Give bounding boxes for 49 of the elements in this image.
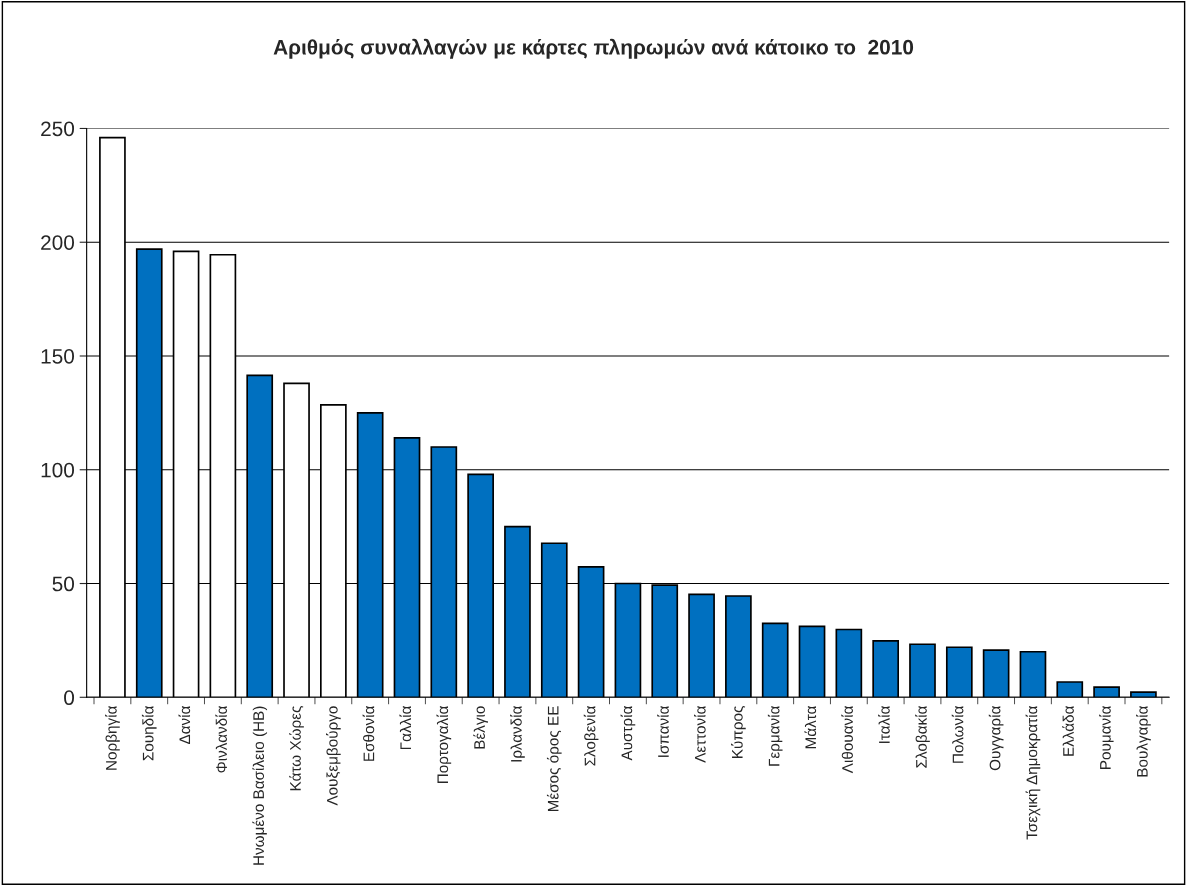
x-tick-label: Πορτογαλία [436, 706, 452, 784]
bar [835, 628, 863, 698]
x-tick-label: Βέλγιο [473, 706, 488, 749]
x-tick-label: Ισπανία [657, 706, 669, 757]
x-tick-label: Μέσος όρος ΕΕ [546, 706, 562, 812]
x-tick-label: Κάτω Χώρες [289, 706, 304, 791]
y-tick-label: 150 [41, 349, 75, 364]
x-tick-label: Σουηδία [141, 706, 157, 761]
x-tick-label: Λουξεμβούργο [326, 706, 341, 806]
bar [1056, 681, 1084, 698]
bar [1093, 686, 1120, 698]
x-tick-label: Ηνωμένο Βασίλειο (ΗΒ) [252, 706, 268, 865]
bar [1130, 691, 1157, 698]
x-tick-label: Φινλανδία [215, 706, 227, 773]
y-tick-label: 250 [41, 121, 75, 137]
x-tick-label: Εσθονία [362, 706, 375, 761]
x-tick-label: Λιθουανία [841, 706, 853, 774]
bar [982, 649, 1010, 698]
x-tick-label: Δανία [178, 706, 191, 745]
bar [725, 595, 752, 698]
y-tick-label: 50 [52, 576, 75, 592]
y-tick-label: 200 [41, 235, 75, 250]
x-tick-label: Βουλγαρία [1136, 706, 1151, 777]
x-tick-label: Σλοβακία [915, 706, 930, 768]
x-tick-label: Γερμανία [767, 706, 783, 766]
x-tick-label: Πολωνία [951, 706, 964, 763]
bar [872, 640, 900, 698]
x-tick-label: Ουγγαρία [988, 706, 1004, 771]
x-tick-label: Μάλτα [804, 706, 817, 749]
bar [945, 646, 973, 698]
y-tick-label: 0 [64, 690, 75, 706]
x-tick-label: Τσεχική Δημοκρατία [1025, 706, 1041, 840]
x-tick-label: Ρουμανία [1099, 706, 1114, 769]
bar [688, 593, 715, 698]
x-tick-label: Αυστρία [620, 706, 636, 761]
chart-title: Αριθμός συναλλαγών με κάρτες πληρωμών ανά κάτοικο το 2010 [273, 38, 914, 59]
x-tick-label: Ιταλία [878, 706, 890, 743]
x-tick-label: Σλοβενία [583, 706, 599, 766]
x-tick-label: Λεττονία [694, 706, 706, 763]
bar [1019, 650, 1047, 698]
x-tick-label: Ιρλανδία [510, 706, 525, 762]
x-tick-label: Γαλλία [399, 706, 412, 750]
bar [909, 643, 936, 698]
x-tick-label: Ελλάδα [1062, 706, 1074, 756]
bar [761, 622, 789, 698]
x-tick-label: Κύπρος [731, 706, 746, 758]
bar [798, 625, 826, 698]
x-tick-label: Νορβηγία [105, 706, 120, 770]
y-tick-label: 100 [41, 462, 75, 478]
